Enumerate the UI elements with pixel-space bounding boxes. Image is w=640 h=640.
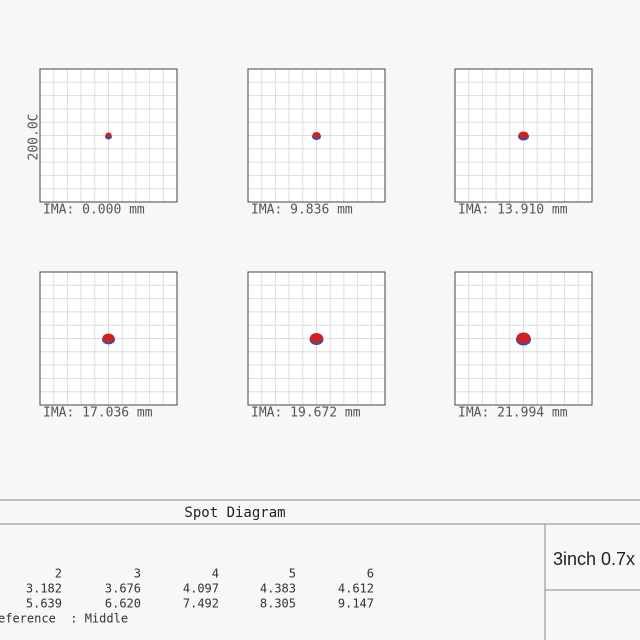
panel-border: [454, 68, 593, 203]
spot-red: [312, 132, 321, 138]
panel-border: [39, 271, 178, 406]
table-cell: 3.676: [105, 582, 141, 596]
table-cell: 4.097: [183, 582, 219, 596]
spot-red: [102, 333, 115, 343]
table-header: 5: [289, 567, 296, 581]
panel-label: IMA: 9.836 mm: [251, 203, 353, 218]
table-cell: 9.147: [338, 597, 374, 611]
panel-label: IMA: 21.994 mm: [458, 406, 568, 421]
table-cell: 8.305: [260, 597, 296, 611]
panel-border: [39, 68, 178, 203]
table-cell: 4.383: [260, 582, 296, 596]
reference: eference : Middle: [0, 612, 128, 626]
table-header: 3: [134, 567, 141, 581]
spot-red: [105, 132, 112, 138]
spot-red: [310, 333, 323, 343]
table-header: 4: [212, 567, 219, 581]
panel-border: [247, 68, 386, 203]
panel-label: IMA: 19.672 mm: [251, 406, 361, 421]
table-cell: 4.612: [338, 582, 374, 596]
panel-border: [247, 271, 386, 406]
table-cell: 3.182: [26, 582, 62, 596]
table-header: 6: [367, 567, 374, 581]
scale-label: 200.0C: [27, 114, 42, 161]
panel-border: [454, 271, 593, 406]
table-cell: 6.620: [105, 597, 141, 611]
table-header: 2: [55, 567, 62, 581]
panel-label: IMA: 17.036 mm: [43, 406, 153, 421]
panel-label: IMA: 0.000 mm: [43, 203, 145, 218]
table-cell: 7.492: [183, 597, 219, 611]
table-cell: 5.639: [26, 597, 62, 611]
spot-red: [516, 332, 531, 344]
footer-box: 3inch 0.7x: [553, 549, 635, 569]
spot-red: [518, 131, 529, 139]
footer-title: Spot Diagram: [184, 505, 285, 521]
panel-label: IMA: 13.910 mm: [458, 203, 568, 218]
